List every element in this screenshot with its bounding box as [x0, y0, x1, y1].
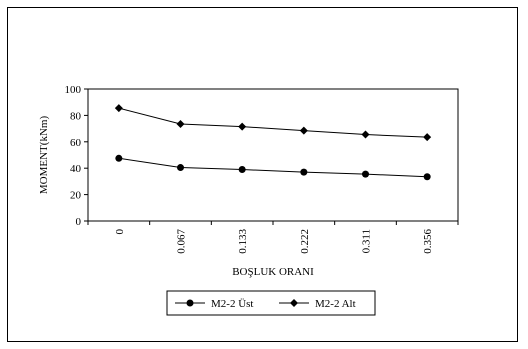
series-2	[114, 104, 432, 142]
x-tick-label: 0	[114, 229, 126, 235]
y-tick-label: 100	[65, 84, 82, 96]
plot-area	[87, 88, 459, 222]
y-tick-label: 80	[70, 110, 82, 122]
y-tick-label: 20	[70, 190, 82, 202]
data-point	[176, 119, 185, 128]
y-tick-label: 40	[70, 163, 82, 175]
x-axis-label: BOŞLUK ORANI	[232, 266, 314, 278]
series-1	[115, 154, 431, 181]
data-point	[238, 166, 246, 174]
data-point	[114, 104, 123, 113]
x-tick-label: 0.067	[176, 229, 188, 254]
data-point	[177, 164, 184, 172]
data-point	[238, 122, 247, 131]
legend-entry-2: M2-2 Alt	[279, 298, 356, 310]
data-point	[115, 154, 123, 162]
data-point	[362, 170, 369, 178]
data-point	[423, 133, 432, 142]
y-tick-label: 0	[76, 216, 82, 228]
data-point	[300, 168, 308, 176]
legend-marker	[290, 299, 298, 307]
x-tick-label: 0.133	[237, 229, 249, 254]
data-point	[299, 126, 308, 135]
y-tick-label: 60	[70, 137, 82, 149]
series-line	[118, 107, 428, 138]
x-tick-label: 0.356	[422, 229, 434, 254]
data-point	[423, 173, 431, 181]
legend-entry-1: M2-2 Üst	[175, 298, 253, 310]
series-line	[118, 157, 428, 178]
x-tick-label: 0.222	[299, 229, 311, 254]
x-tick-label: 0.311	[361, 229, 373, 253]
legend-marker	[186, 299, 194, 307]
legend-label: M2-2 Üst	[211, 298, 253, 310]
y-axis-label: MOMENT(kNm)	[38, 116, 50, 195]
data-point	[361, 130, 370, 139]
legend-label: M2-2 Alt	[315, 298, 356, 310]
